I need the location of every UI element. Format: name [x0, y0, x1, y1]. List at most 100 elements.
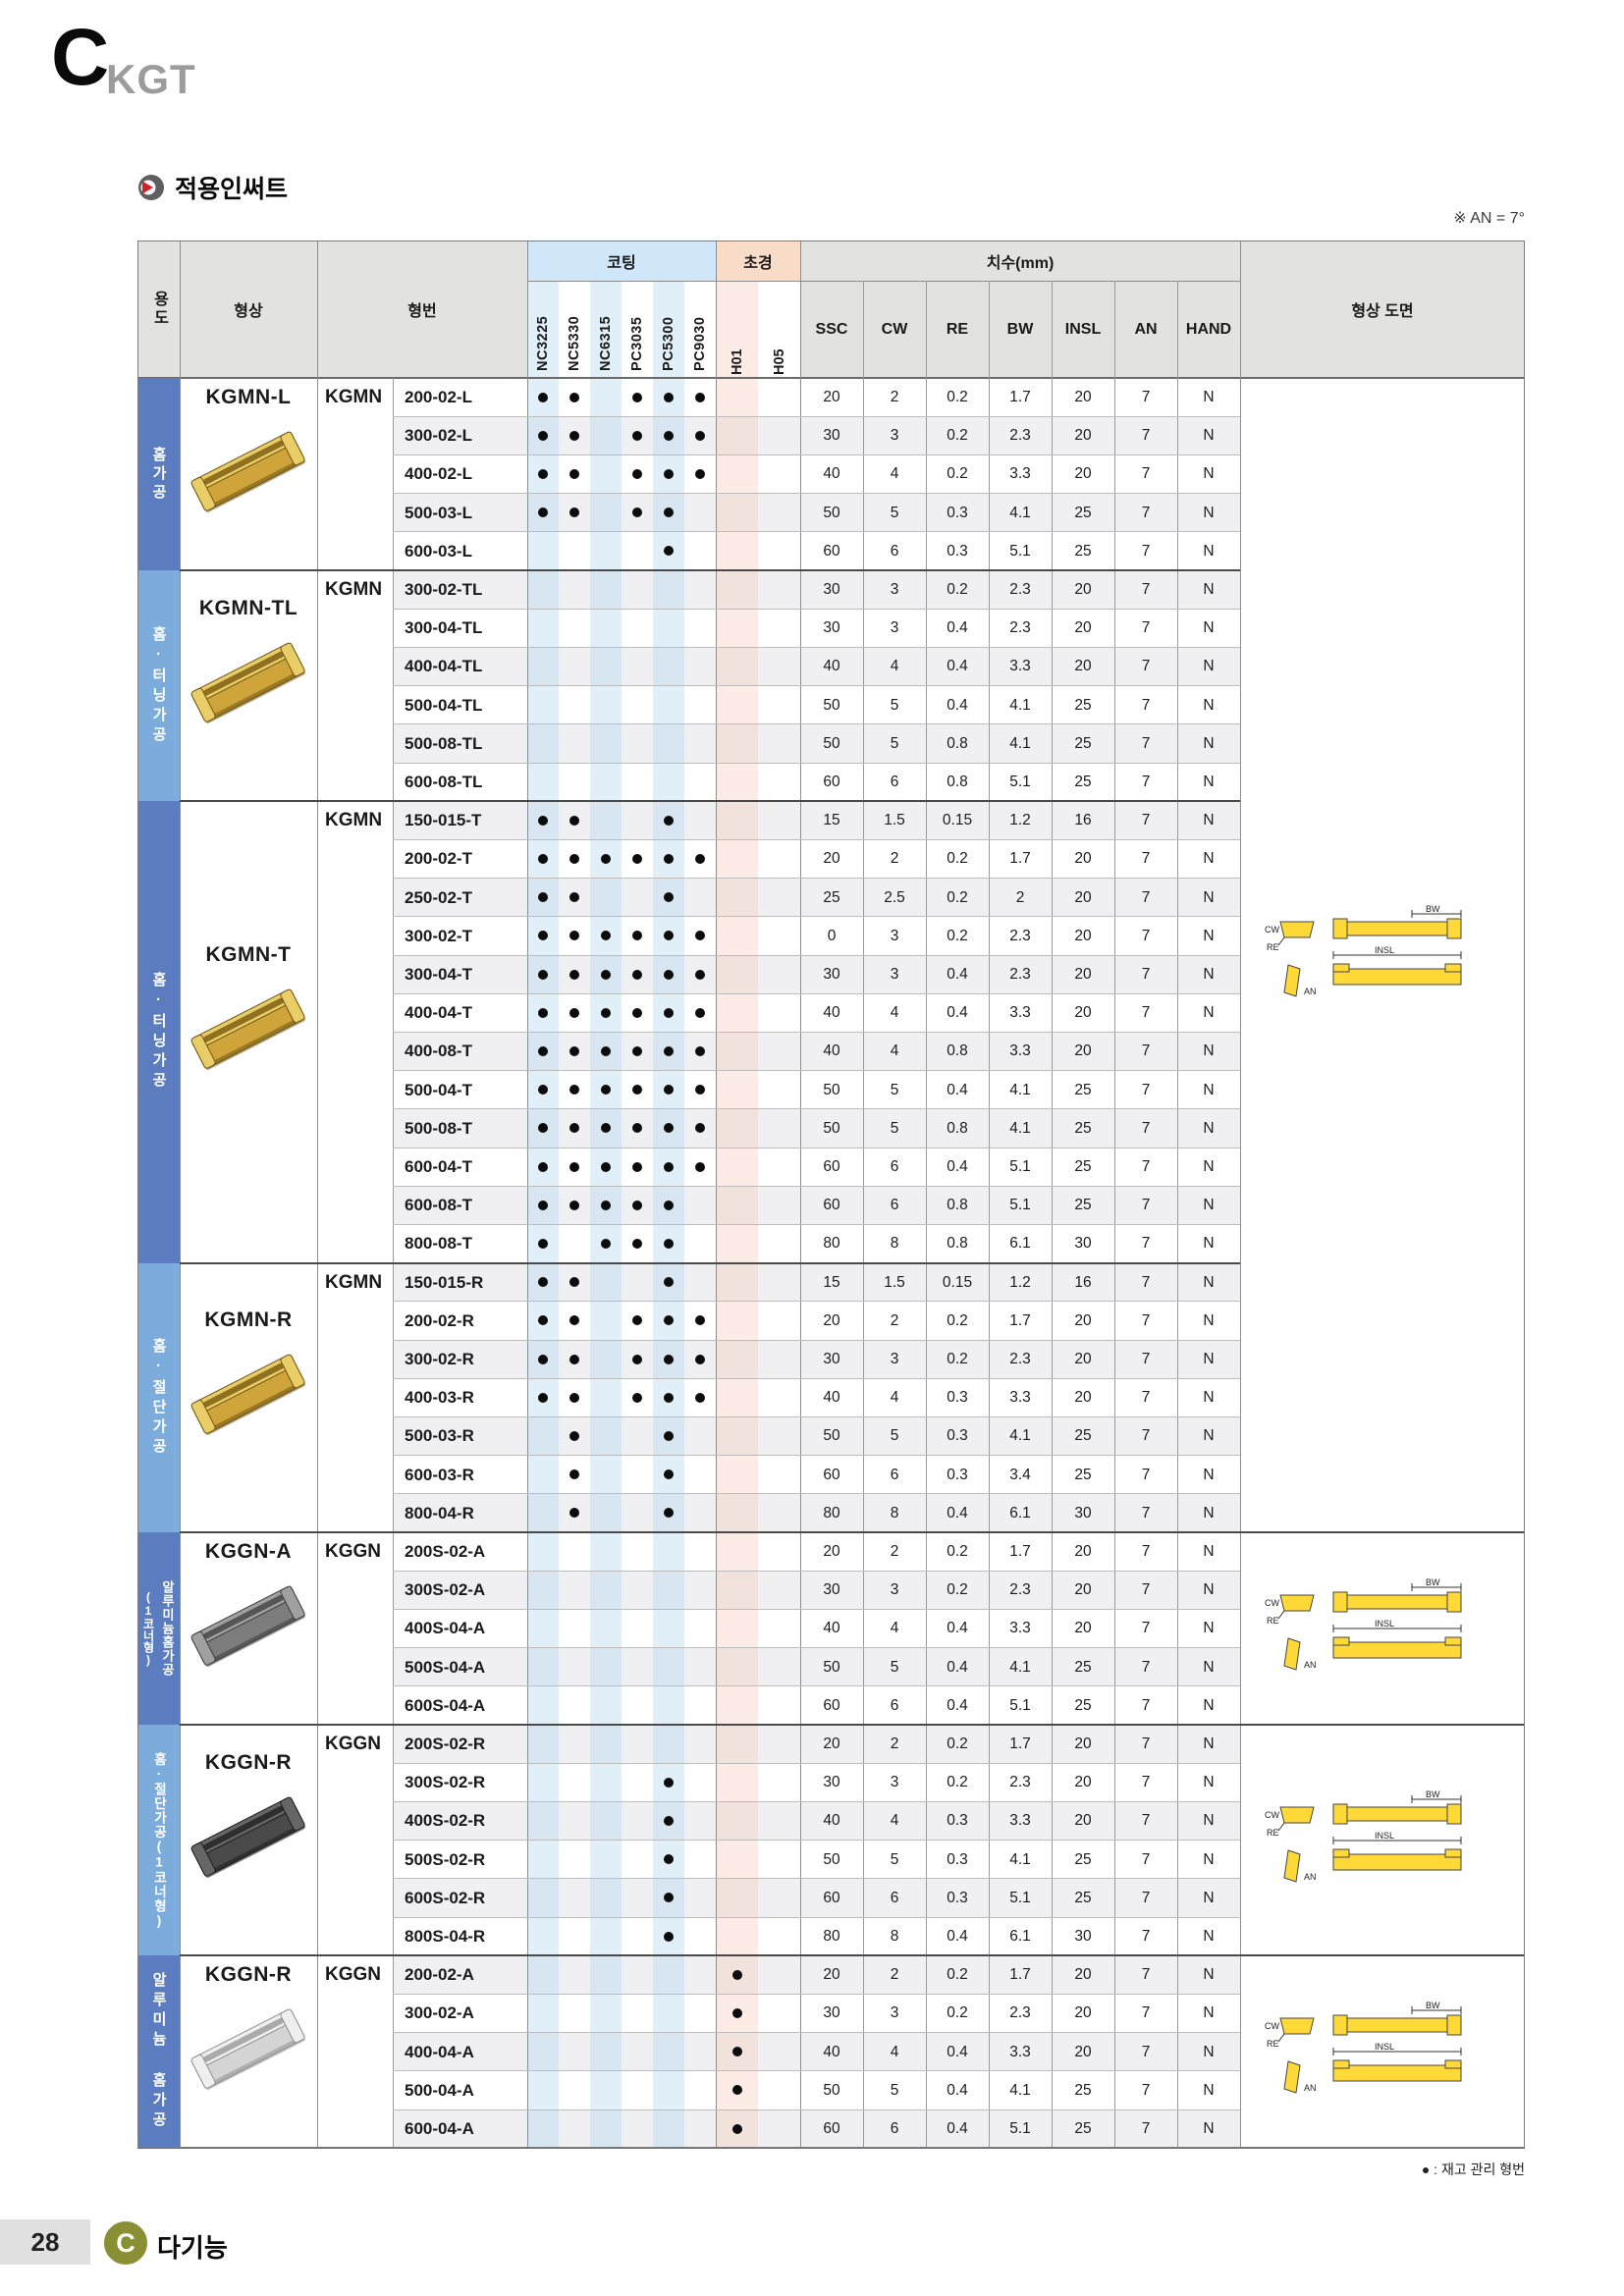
coating-grade-label: NC3225 — [535, 315, 551, 371]
dim-value-cell: 40 — [823, 1004, 840, 1022]
model-number-cell: 400S-04-A — [405, 1619, 486, 1638]
model-number-cell: 800S-04-R — [405, 1927, 486, 1946]
dim-value-cell: 7 — [1141, 1812, 1151, 1830]
dim-value-cell: 20 — [1074, 1042, 1092, 1060]
dim-value-cell: 8 — [890, 1235, 899, 1253]
dim-value-cell: 60 — [823, 542, 840, 560]
dim-value-cell: 7 — [1141, 1389, 1151, 1407]
availability-dot — [569, 1354, 579, 1364]
dim-value-cell: 3 — [890, 581, 899, 598]
svg-text:INSL: INSL — [1375, 1619, 1394, 1629]
dim-value-cell: 0.15 — [942, 812, 973, 829]
availability-dot — [538, 1239, 548, 1249]
availability-dot — [664, 1893, 674, 1903]
availability-dot — [601, 1161, 611, 1172]
row-alt-shade — [393, 2109, 1240, 2149]
dim-value-cell: N — [1203, 927, 1215, 944]
availability-dot — [731, 2047, 742, 2057]
grid-vline — [1239, 240, 1241, 2149]
dim-value-cell: 25 — [1074, 504, 1092, 521]
dim-value-cell: 6 — [890, 542, 899, 560]
dim-col-label: BW — [1006, 320, 1034, 338]
dim-value-cell: 2.3 — [1009, 581, 1031, 598]
dim-value-cell: 7 — [1141, 1658, 1151, 1676]
dim-value-cell: 6 — [890, 2120, 899, 2137]
row-alt-shade — [393, 1493, 1240, 1532]
availability-dot — [538, 931, 548, 941]
availability-dot — [664, 1816, 674, 1826]
dim-value-cell: 20 — [1074, 1351, 1092, 1367]
dim-value-cell: N — [1203, 2004, 1215, 2022]
dim-value-cell: 4.1 — [1009, 2081, 1031, 2099]
dim-value-cell: 25 — [1074, 1158, 1092, 1175]
availability-dot — [538, 1123, 548, 1134]
page-number-box: 28 — [0, 2219, 90, 2265]
dim-value-cell: 7 — [1141, 389, 1151, 405]
availability-dot — [695, 1354, 705, 1364]
shape-name-label: KGMN-T — [205, 942, 292, 966]
model-number-cell: 150-015-T — [405, 811, 482, 830]
availability-dot — [731, 2085, 742, 2096]
carbide-grade-label: H05 — [771, 348, 787, 375]
insert-photo — [185, 1336, 312, 1454]
dim-value-cell: 7 — [1141, 2081, 1151, 2099]
dim-value-cell: 25 — [1074, 1850, 1092, 1868]
dim-value-cell: 20 — [1074, 2043, 1092, 2060]
dim-value-cell: 3.3 — [1009, 465, 1031, 483]
use-group-label: 홈·절단가공(1코너형) — [151, 1751, 167, 1929]
dim-value-cell: 16 — [1074, 1273, 1092, 1291]
shape-name-label: KGGN-A — [204, 1539, 293, 1563]
dim-value-cell: N — [1203, 2081, 1215, 2099]
dim-value-cell: N — [1203, 774, 1215, 790]
grid-hline — [393, 2032, 1240, 2034]
dim-value-cell: 7 — [1141, 658, 1151, 675]
dim-value-cell: 20 — [1074, 581, 1092, 598]
grid-vline — [799, 240, 801, 2149]
dim-value-cell: 7 — [1141, 1928, 1151, 1945]
dim-value-cell: 2 — [890, 1735, 899, 1752]
availability-dot — [569, 1161, 579, 1172]
dim-value-cell: 7 — [1141, 966, 1151, 983]
dim-value-cell: 7 — [1141, 1158, 1151, 1175]
dim-value-cell: 3 — [890, 1581, 899, 1599]
model-prefix-label: KGMN — [325, 579, 383, 600]
grid-vline — [925, 281, 927, 2149]
dim-value-cell: 0.2 — [947, 927, 968, 944]
page-number: 28 — [30, 2226, 60, 2257]
dim-value-cell: 60 — [823, 1466, 840, 1483]
model-number-cell: 300-02-L — [405, 426, 472, 446]
svg-text:INSL: INSL — [1375, 2042, 1394, 2052]
grid-hline — [393, 415, 1240, 417]
svg-text:BW: BW — [1426, 1789, 1440, 1799]
model-prefix-label: KGMN — [325, 387, 383, 407]
dim-value-cell: 7 — [1141, 542, 1151, 560]
model-number-cell: 500-04-A — [405, 2080, 474, 2100]
availability-dot — [632, 854, 642, 864]
dim-value-cell: 2.3 — [1009, 427, 1031, 445]
dim-value-cell: 7 — [1141, 1004, 1151, 1022]
dim-value-cell: 5 — [890, 1427, 899, 1445]
dim-value-cell: 60 — [823, 2120, 840, 2137]
dim-value-cell: 30 — [1074, 1235, 1092, 1253]
dim-value-cell: 0.4 — [947, 2120, 968, 2137]
dim-value-cell: 3 — [890, 619, 899, 637]
dim-value-cell: 6 — [890, 1158, 899, 1175]
dim-col-label: RE — [946, 320, 969, 338]
grid-vline — [179, 240, 181, 2149]
row-alt-shade — [393, 493, 1240, 532]
dim-value-cell: N — [1203, 1581, 1215, 1599]
availability-dot — [664, 1392, 674, 1403]
shape-drawing-diagram: BW CW RE AN INSL — [1265, 1577, 1500, 1680]
dim-value-cell: 3.3 — [1009, 1042, 1031, 1060]
dim-value-cell: 20 — [1074, 888, 1092, 906]
availability-dot — [538, 1315, 548, 1326]
grid-hline — [393, 1493, 1240, 1495]
dim-value-cell: 20 — [1074, 1581, 1092, 1599]
availability-dot — [695, 1123, 705, 1134]
grid-hline — [137, 1724, 1525, 1726]
availability-dot — [664, 892, 674, 903]
dim-value-cell: 1.2 — [1009, 812, 1031, 829]
row-alt-shade — [393, 416, 1240, 455]
dim-value-cell: 2.5 — [884, 888, 905, 906]
availability-dot — [538, 1354, 548, 1364]
